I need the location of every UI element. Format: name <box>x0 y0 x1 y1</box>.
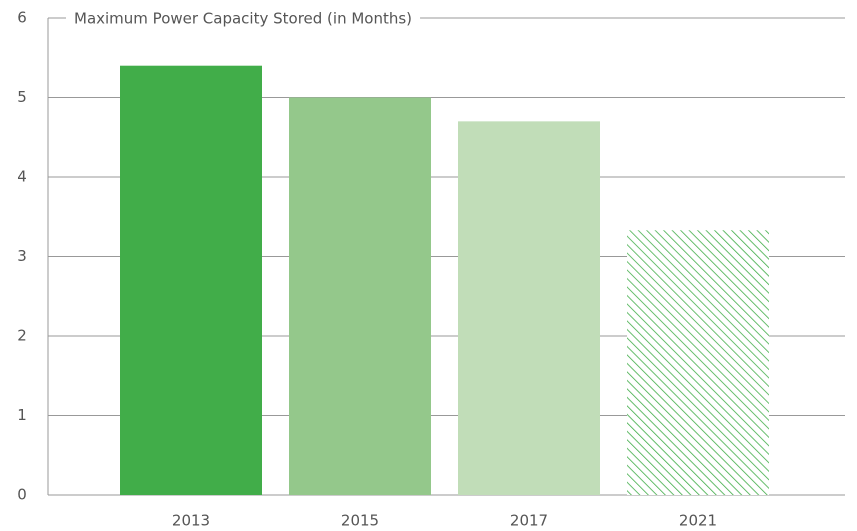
y-tick-label: 5 <box>17 88 27 106</box>
y-tick-label: 3 <box>17 247 27 265</box>
y-tick-label: 0 <box>17 486 27 504</box>
title-background <box>66 8 421 28</box>
y-tick-label: 2 <box>17 327 27 345</box>
bar <box>120 65 262 495</box>
x-tick-label: 2013 <box>172 512 210 530</box>
bar <box>289 97 431 495</box>
y-tick-label: 6 <box>17 9 27 27</box>
bar <box>458 121 600 495</box>
bar <box>627 230 769 495</box>
x-tick-label: 2021 <box>679 512 717 530</box>
y-tick-label: 1 <box>17 406 27 424</box>
chart-title: Maximum Power Capacity Stored (in Months… <box>74 10 412 28</box>
y-tick-label: 4 <box>17 168 27 186</box>
x-tick-label: 2017 <box>510 512 548 530</box>
x-tick-label: 2015 <box>341 512 379 530</box>
